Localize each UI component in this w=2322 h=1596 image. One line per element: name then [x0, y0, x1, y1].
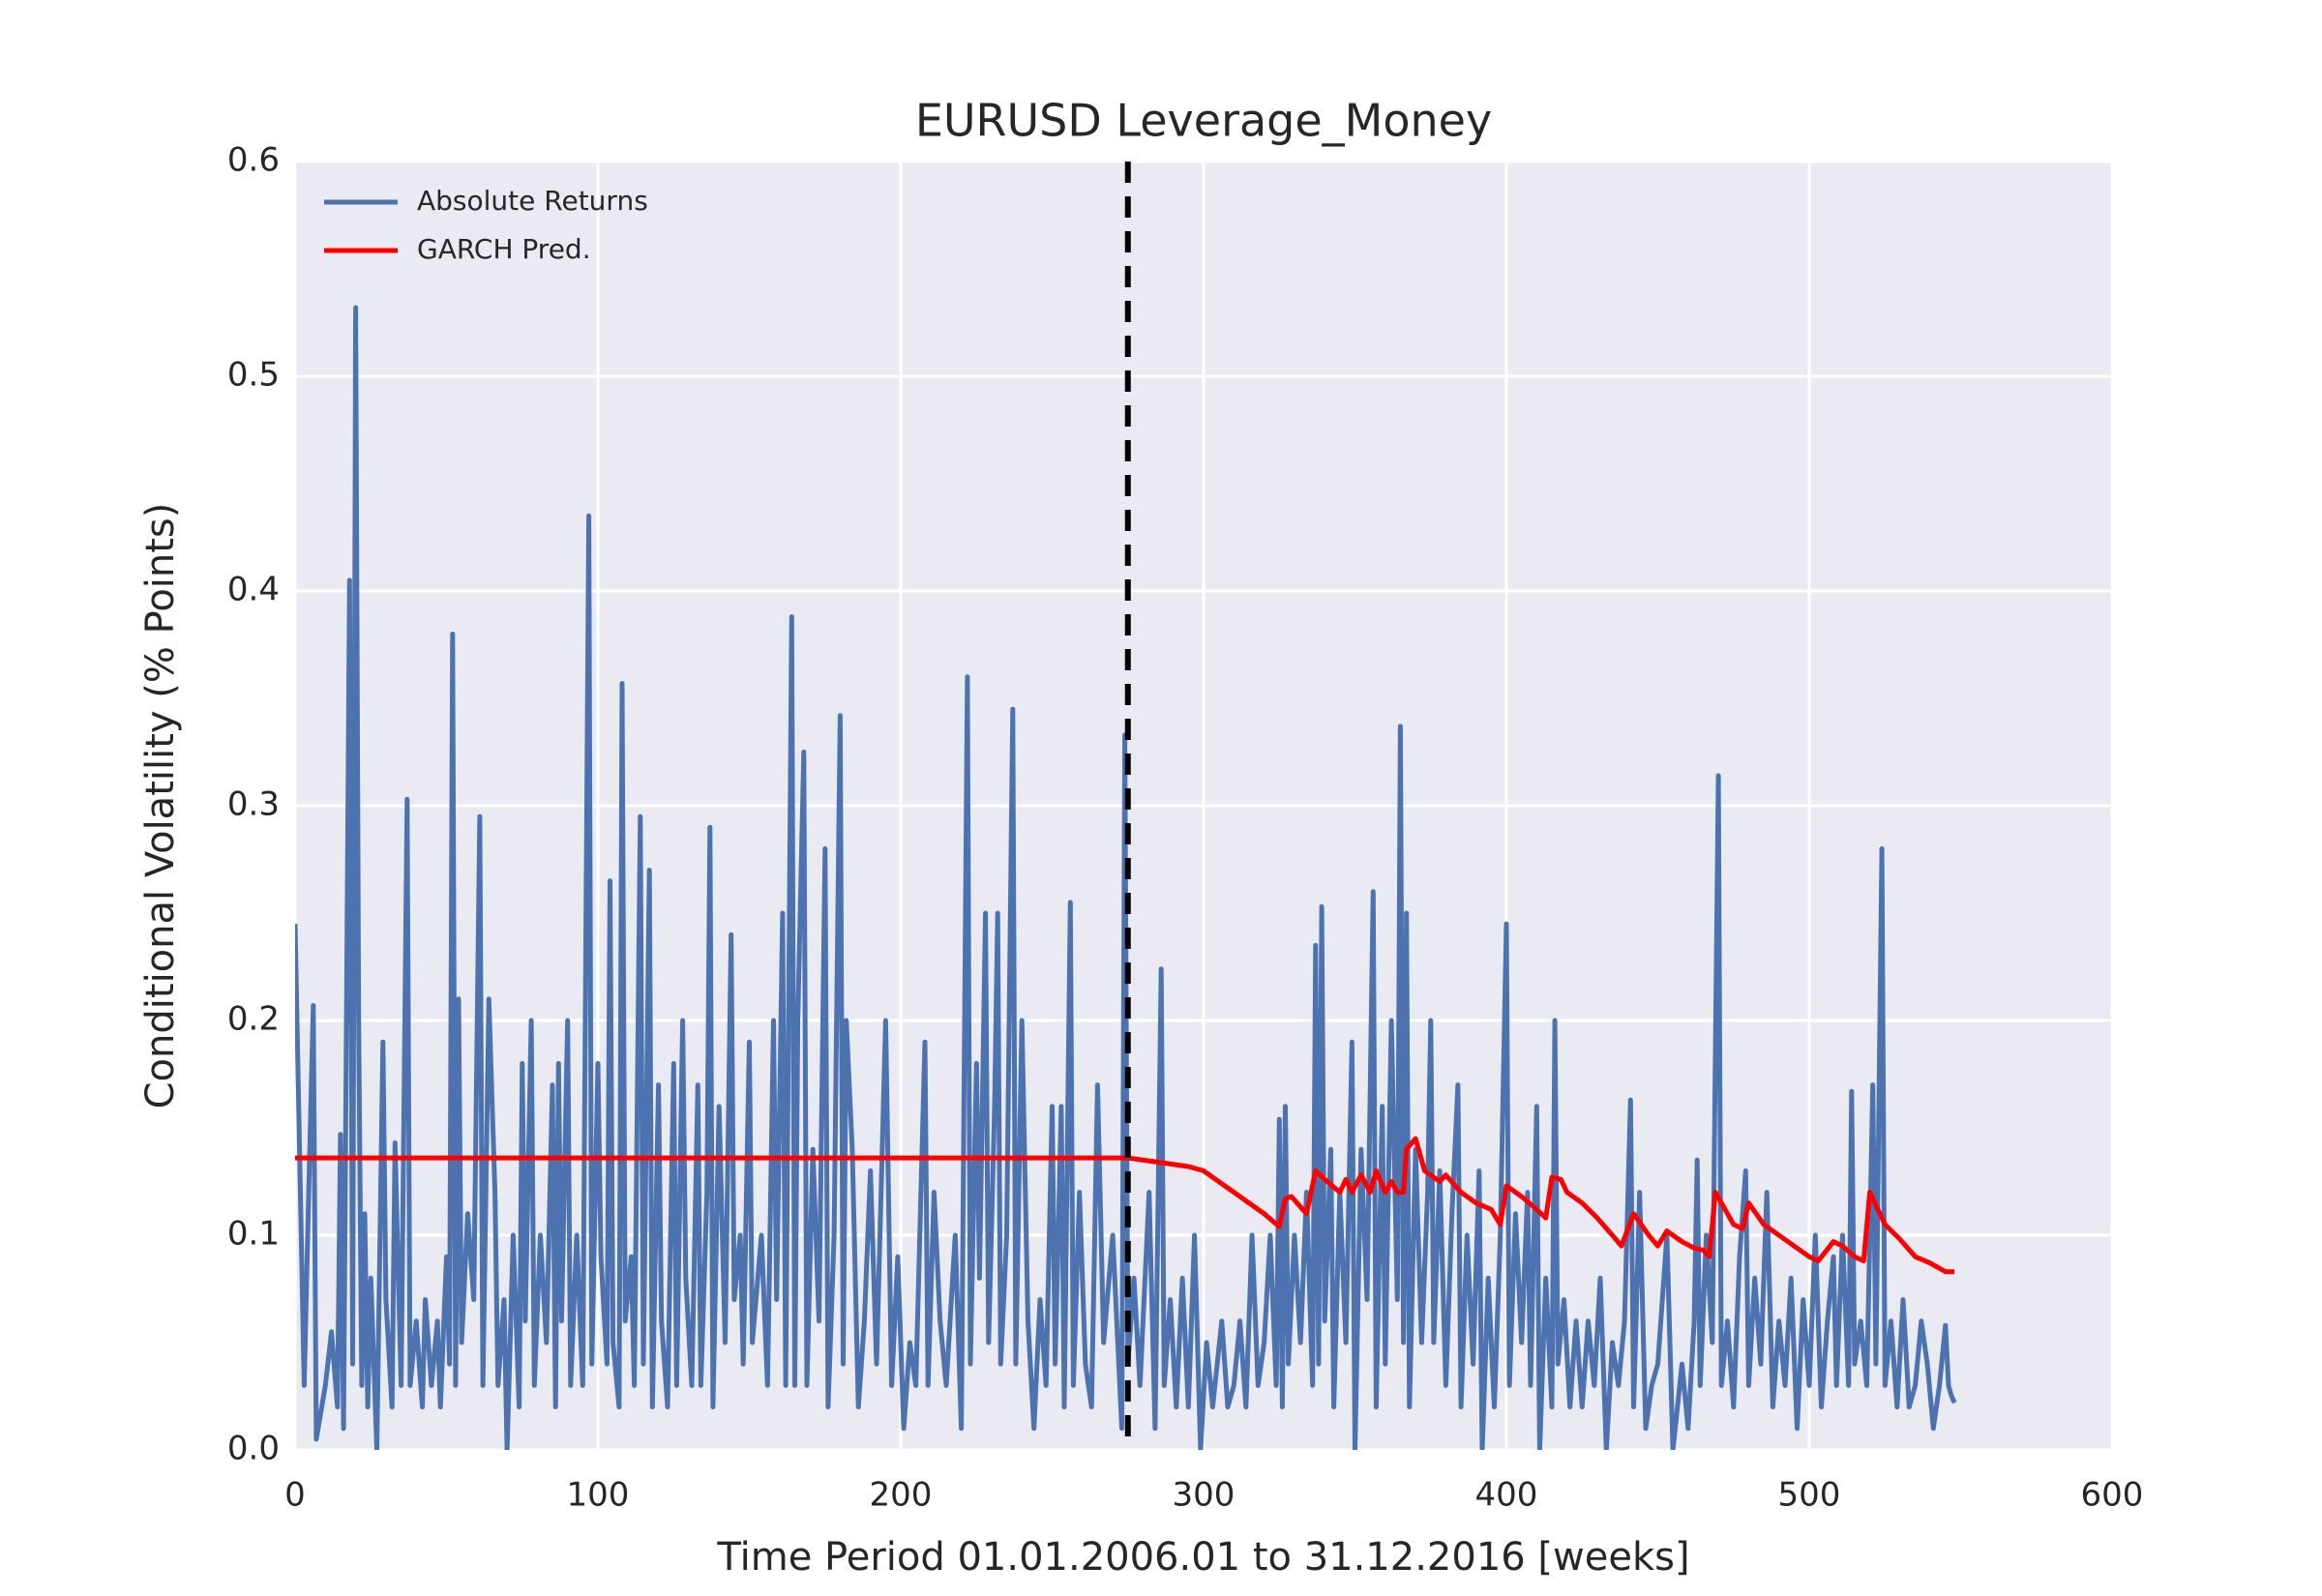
y-axis-label: Conditional Volatility (% Points)	[138, 503, 183, 1109]
y-tick-label: 0.3	[227, 785, 280, 824]
y-tick-label: 0.6	[227, 141, 280, 180]
legend-label: GARCH Pred.	[417, 233, 591, 265]
x-tick-label: 600	[2081, 1476, 2144, 1515]
y-tick-label: 0.4	[227, 571, 280, 609]
x-tick-label: 500	[1778, 1476, 1841, 1515]
y-tick-label: 0.2	[227, 1000, 280, 1039]
series-line	[295, 1136, 1955, 1275]
x-tick-label: 100	[567, 1476, 630, 1515]
series-line	[295, 305, 1957, 1450]
x-tick-label: 200	[870, 1476, 933, 1515]
x-tick-label: 0	[284, 1476, 306, 1515]
x-tick-label: 400	[1475, 1476, 1538, 1515]
chart-title: EURUSD Leverage_Money	[915, 95, 1492, 147]
x-axis-label: Time Period 01.01.2006.01 to 31.12.2016 …	[716, 1535, 1689, 1580]
x-tick-label: 300	[1173, 1476, 1235, 1515]
y-tick-label: 0.0	[227, 1430, 280, 1468]
y-tick-label: 0.5	[227, 356, 280, 395]
y-tick-label: 0.1	[227, 1215, 280, 1254]
legend-label: Absolute Returns	[417, 185, 648, 217]
